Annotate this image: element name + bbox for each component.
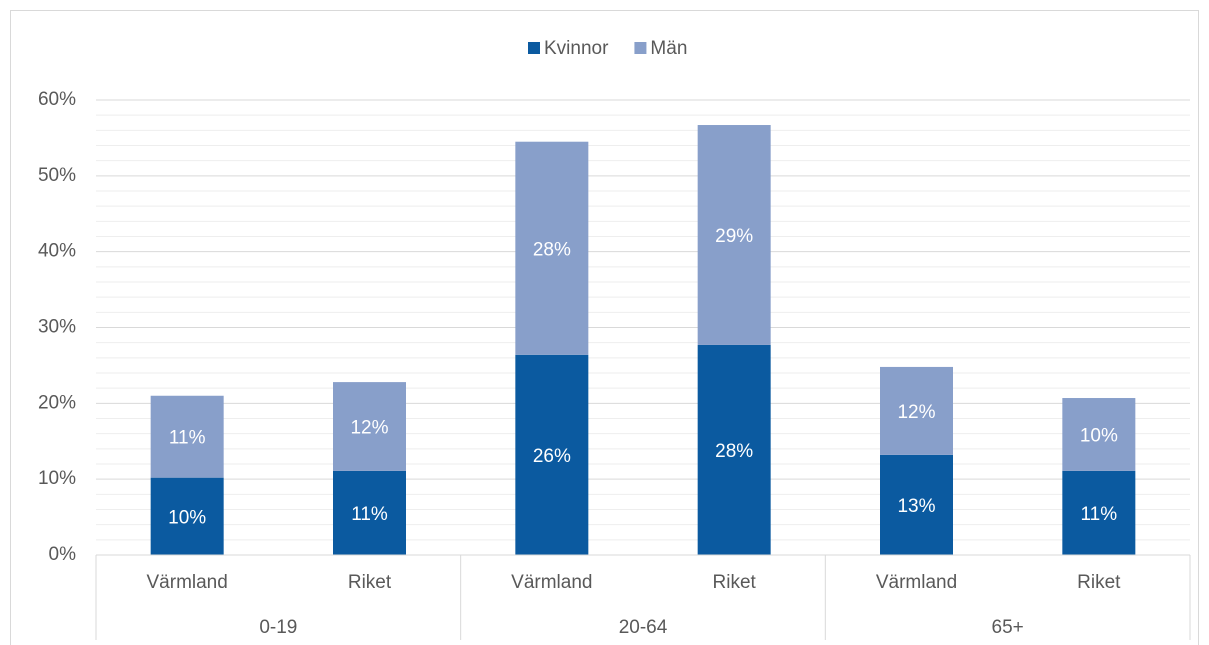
- y-tick-label: 10%: [38, 468, 76, 489]
- group-label: 0-19: [259, 617, 297, 638]
- bar-segment: [333, 470, 406, 555]
- data-label: 26%: [533, 446, 571, 467]
- data-label: 13%: [897, 496, 935, 517]
- group-label: 65+: [992, 617, 1024, 638]
- data-label: 12%: [897, 402, 935, 423]
- bar-segment: [150, 477, 224, 555]
- x-tick-label: Värmland: [876, 572, 957, 593]
- bar-segment: [150, 395, 224, 478]
- bar-segment: [880, 454, 953, 555]
- y-tick-label: 20%: [38, 392, 76, 413]
- data-label: 11%: [1081, 504, 1118, 525]
- legend-swatch: [634, 42, 647, 54]
- legend-swatch: [528, 42, 540, 54]
- y-tick-label: 30%: [38, 317, 76, 338]
- bar-segment: [515, 354, 589, 555]
- x-tick-label: Riket: [713, 572, 757, 593]
- legend-label: Kvinnor: [544, 38, 609, 59]
- y-tick-label: 50%: [38, 165, 76, 186]
- legend-label: Män: [650, 38, 687, 59]
- data-label: 12%: [350, 417, 388, 438]
- bar-segment: [515, 141, 589, 355]
- bar-segment: [333, 382, 406, 471]
- bar-segment: [1062, 470, 1136, 555]
- x-tick-label: Riket: [348, 572, 392, 593]
- data-label: 11%: [169, 428, 206, 449]
- y-tick-label: 40%: [38, 241, 76, 262]
- data-label: 10%: [168, 507, 206, 528]
- x-tick-label: Värmland: [147, 572, 228, 593]
- data-label: 29%: [715, 226, 753, 247]
- data-label: 28%: [715, 441, 753, 462]
- data-label: 11%: [351, 504, 388, 525]
- y-tick-label: 60%: [38, 89, 76, 110]
- bar-segment: [1062, 398, 1136, 471]
- data-label: 28%: [533, 239, 571, 260]
- y-tick-label: 0%: [49, 544, 77, 565]
- bar-segment: [880, 366, 953, 455]
- data-label: 10%: [1080, 425, 1118, 446]
- group-label: 20-64: [619, 617, 668, 638]
- bar-segment: [697, 344, 771, 555]
- bar-segment: [697, 125, 771, 345]
- x-tick-label: Riket: [1077, 572, 1121, 593]
- x-tick-label: Värmland: [511, 572, 592, 593]
